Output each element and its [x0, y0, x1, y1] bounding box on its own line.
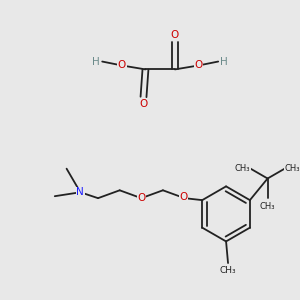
Text: CH₃: CH₃: [285, 164, 300, 173]
Text: CH₃: CH₃: [220, 266, 236, 275]
Text: N: N: [76, 187, 84, 197]
Text: O: O: [118, 61, 126, 70]
Text: O: O: [194, 61, 203, 70]
Text: O: O: [179, 192, 188, 202]
Text: H: H: [220, 56, 228, 67]
Text: CH₃: CH₃: [235, 164, 250, 173]
Text: O: O: [171, 30, 179, 40]
Text: O: O: [137, 193, 146, 203]
Text: O: O: [140, 99, 148, 109]
Text: H: H: [92, 56, 100, 67]
Text: CH₃: CH₃: [260, 202, 275, 211]
